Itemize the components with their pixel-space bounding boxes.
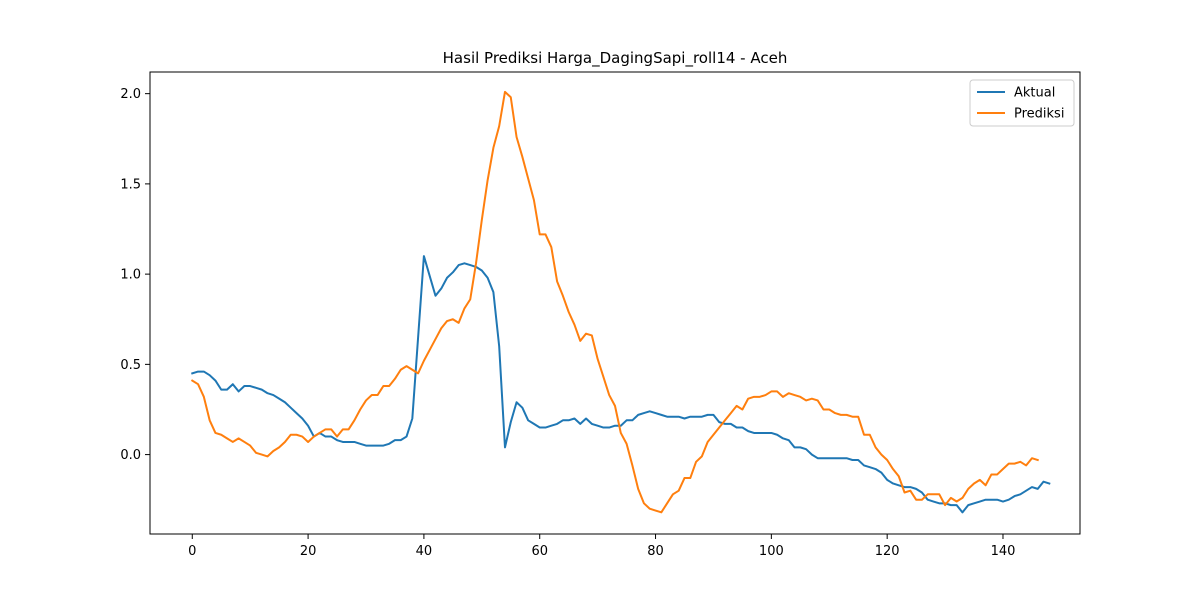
legend-label-aktual: Aktual bbox=[1014, 86, 1055, 101]
y-tick-label: 2.0 bbox=[120, 87, 141, 102]
y-axis: 0.0 0.5 1.0 1.5 2.0 bbox=[120, 87, 150, 463]
y-tick-label: 1.0 bbox=[120, 268, 141, 283]
axes-frame bbox=[149, 71, 1081, 535]
x-tick-label: 40 bbox=[416, 544, 433, 559]
x-tick-label: 140 bbox=[991, 544, 1016, 559]
plot-area bbox=[190, 90, 1051, 514]
x-tick-label: 100 bbox=[759, 544, 784, 559]
x-tick-label: 120 bbox=[875, 544, 900, 559]
x-tick-label: 20 bbox=[300, 544, 317, 559]
x-axis: 0 20 40 60 80 100 120 140 bbox=[188, 534, 1015, 559]
y-tick-label: 0.0 bbox=[120, 448, 141, 463]
series-line-aktual bbox=[191, 255, 1051, 514]
series-line-prediksi bbox=[190, 90, 1039, 514]
x-tick-label: 0 bbox=[188, 544, 196, 559]
x-tick-label: 80 bbox=[647, 544, 664, 559]
chart-title: Hasil Prediksi Harga_DagingSapi_roll14 -… bbox=[443, 49, 788, 68]
y-tick-label: 0.5 bbox=[120, 358, 141, 373]
y-tick-label: 1.5 bbox=[120, 177, 141, 192]
x-tick-label: 60 bbox=[531, 544, 548, 559]
legend-label-prediksi: Prediksi bbox=[1014, 107, 1064, 122]
legend: Aktual Prediksi bbox=[969, 79, 1075, 127]
